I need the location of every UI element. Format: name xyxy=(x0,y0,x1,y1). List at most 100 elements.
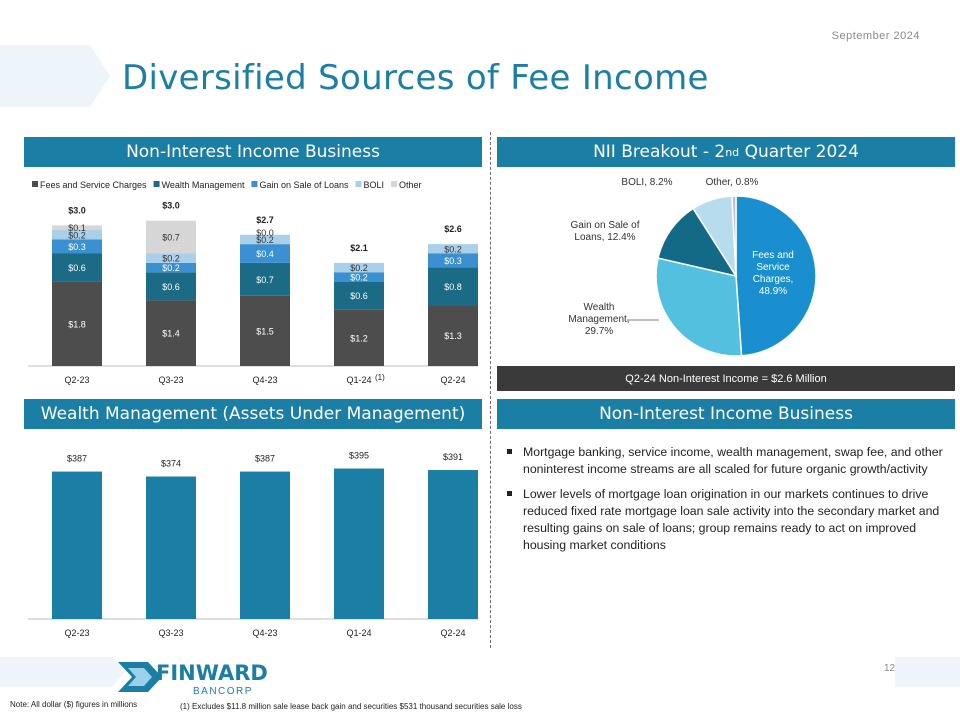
bar-segment xyxy=(334,262,384,273)
category-label: Q2-23 xyxy=(64,628,89,638)
data-label: $0.2 xyxy=(256,235,274,245)
bar-segment xyxy=(52,253,102,282)
total-label: $3.0 xyxy=(162,201,180,211)
total-label: $3.0 xyxy=(68,205,86,215)
data-label: $0.6 xyxy=(162,282,180,292)
total-label: $2.7 xyxy=(256,215,274,225)
data-label: $1.5 xyxy=(256,326,274,336)
category-label: Q1-24 xyxy=(346,375,371,385)
data-label: $1.3 xyxy=(444,331,462,341)
data-label: $0.3 xyxy=(444,256,462,266)
bar-segment xyxy=(240,234,290,245)
total-label: $2.1 xyxy=(350,243,368,253)
legend-swatch xyxy=(153,181,160,187)
bullet-list: Mortgage banking, service income, wealth… xyxy=(507,444,955,562)
page-number: 12 xyxy=(884,663,896,674)
bar-segment xyxy=(428,305,478,366)
bullet-item: Mortgage banking, service income, wealth… xyxy=(507,444,955,478)
logo-chevron-inner-icon xyxy=(128,668,152,686)
data-label: $0.1 xyxy=(68,223,86,233)
pie-slice xyxy=(731,195,737,277)
bar-segment xyxy=(52,281,102,366)
pie-chart: Fees and Service Charges, 48.9% Wealth Manage… xyxy=(568,177,817,357)
slice-label: Wealth Management, 29.7% xyxy=(568,302,629,337)
summary-banner: Q2-24 Non-Interest Income = $2.6 Million xyxy=(497,366,955,391)
data-label: $0.7 xyxy=(256,275,274,285)
pie-slice xyxy=(735,195,817,357)
section-header-wealth: Wealth Management (Assets Under Manageme… xyxy=(24,399,482,429)
legend-swatch xyxy=(251,181,258,187)
page-title: Diversified Sources of Fee Income xyxy=(122,58,709,98)
section-header-nii-business: Non-Interest Income Business xyxy=(24,137,482,167)
bar-segment xyxy=(240,244,290,263)
dashed-divider xyxy=(490,132,491,648)
data-label: $0.2 xyxy=(162,263,180,273)
data-label: $0.6 xyxy=(350,291,368,301)
report-date: September 2024 xyxy=(831,30,920,42)
aum-bar xyxy=(146,476,196,619)
data-label: $0.8 xyxy=(444,282,462,292)
bar-segment xyxy=(240,295,290,366)
aum-bar-chart: $387 Q2-23 $374 Q3-23 $387 Q4-23 $395 Q1-24 $391… xyxy=(28,451,478,638)
aum-value-label: $387 xyxy=(255,454,275,464)
data-label: $0.0 xyxy=(256,228,274,238)
bar-segment xyxy=(428,267,478,306)
legend-swatch xyxy=(355,181,362,187)
category-label: Q4-23 xyxy=(252,628,277,638)
category-label: Q4-23 xyxy=(252,375,277,385)
decorative-arrow-bottom xyxy=(0,657,125,687)
category-label: Q3-23 xyxy=(158,628,183,638)
legend-label: Wealth Management xyxy=(162,180,245,190)
legend-swatch xyxy=(32,181,38,187)
legend-label: BOLI xyxy=(364,180,385,190)
legend-label: Other xyxy=(399,180,422,190)
bar-segment xyxy=(146,253,196,263)
bar-segment xyxy=(240,262,290,296)
aum-value-label: $391 xyxy=(443,452,463,462)
data-label: $1.8 xyxy=(68,319,86,329)
category-label: Q2-24 xyxy=(440,375,465,385)
data-label: $0.7 xyxy=(162,233,180,243)
category-label: Q2-24 xyxy=(440,628,465,638)
total-label: $2.6 xyxy=(444,224,462,234)
decorative-block-bottom-right xyxy=(895,657,960,687)
bar-segment xyxy=(428,244,478,254)
bar-segment xyxy=(146,300,196,366)
nii-breakout-title: NII Breakout - 2 xyxy=(593,142,726,162)
finward-logo: FINWARD BANCORP xyxy=(118,658,268,703)
slice-label: Other, 0.8% xyxy=(706,177,759,188)
bar-segment xyxy=(146,220,196,254)
section-header-nii-business-right: Non-Interest Income Business xyxy=(497,399,955,429)
footnote-marker: (1) xyxy=(375,373,385,382)
bar-segment xyxy=(52,239,102,254)
logo-text: FINWARD xyxy=(156,661,268,685)
nii-breakout-tail: Quarter 2024 xyxy=(739,142,859,162)
data-label: $1.2 xyxy=(350,333,368,343)
pie-slice xyxy=(655,257,743,357)
slice-label: Fees and Service Charges, 48.9% xyxy=(752,250,794,297)
data-label: $0.2 xyxy=(350,272,368,282)
aum-value-label: $395 xyxy=(349,451,369,461)
nii-breakout-suffix: nd xyxy=(725,145,740,159)
bar-segment xyxy=(146,262,196,273)
aum-bar xyxy=(52,471,102,619)
bar-segment xyxy=(428,253,478,268)
legend-label: Fees and Service Charges xyxy=(40,180,147,190)
aum-bar xyxy=(240,471,290,619)
bullet-item: Lower levels of mortgage loan originatio… xyxy=(507,486,955,554)
slice-label: BOLI, 8.2% xyxy=(621,177,672,188)
data-label: $1.4 xyxy=(162,329,180,339)
legend-label: Gain on Sale of Loans xyxy=(259,180,349,190)
data-label: $0.2 xyxy=(68,230,86,240)
category-label: Q3-23 xyxy=(158,375,183,385)
logo-subtext: BANCORP xyxy=(193,686,253,697)
data-label: $0.6 xyxy=(68,263,86,273)
bar-segment xyxy=(146,272,196,301)
footnote: (1) Excludes $11.8 million sale lease ba… xyxy=(180,702,522,711)
bar-segment xyxy=(334,272,384,282)
bar-segment xyxy=(52,225,102,231)
aum-bar xyxy=(334,468,384,619)
decorative-arrow-left xyxy=(0,45,110,107)
category-label: Q1-24 xyxy=(346,628,371,638)
